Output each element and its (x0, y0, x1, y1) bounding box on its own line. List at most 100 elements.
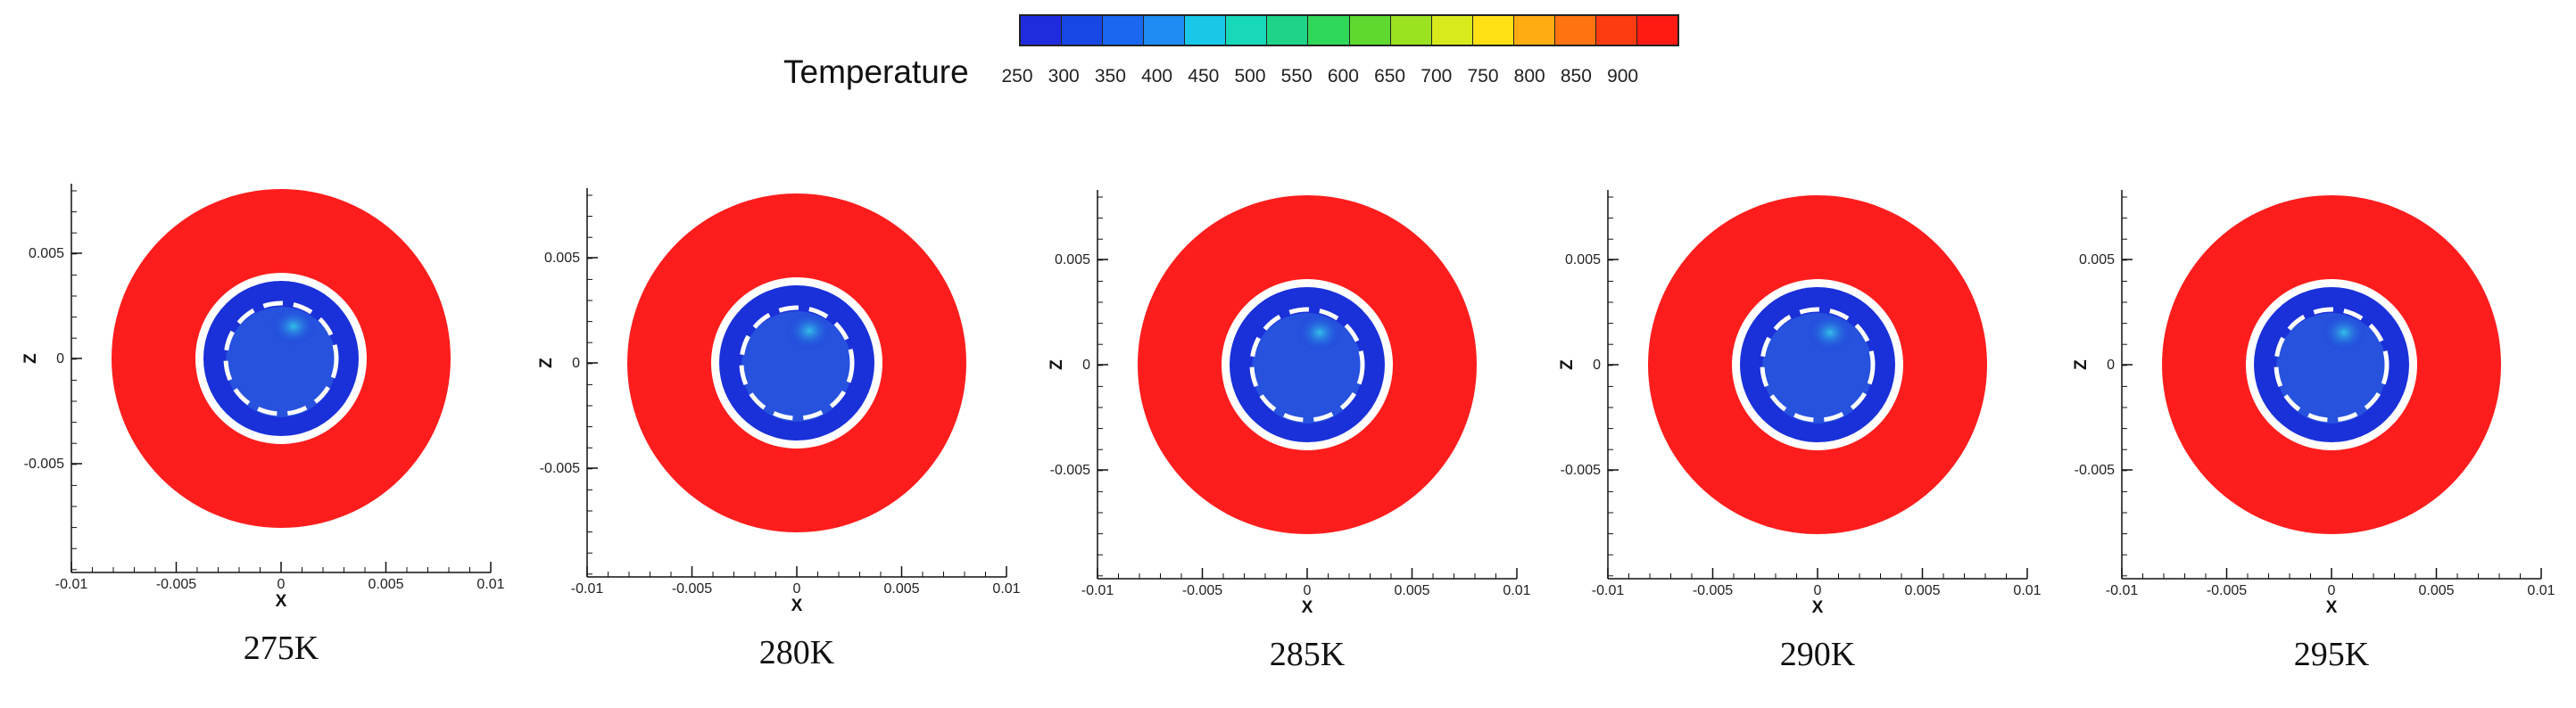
panel-caption: 290K (1779, 636, 1856, 673)
colorbar-segment (1308, 16, 1350, 45)
x-tick-label: 0.01 (476, 577, 504, 592)
panel-caption: 275K (243, 630, 319, 667)
contour-panel: -0.01 -0.005 0 0.005 0.01 0.005 0 -0.005 X Z 275K (21, 169, 505, 667)
colorbar-tick-label: 900 (1607, 66, 1639, 86)
contour-panel: -0.01 -0.005 0 0.005 0.01 0.005 0 -0.005 X Z 280K (537, 174, 1021, 671)
z-axis-title: Z (21, 353, 40, 364)
dashed-boundary (2274, 307, 2390, 423)
dashed-boundary (1249, 307, 1365, 423)
colorbar-segment (1103, 16, 1145, 45)
x-tick-label: 0.005 (883, 581, 919, 597)
x-tick-label: -0.005 (672, 581, 712, 597)
x-tick-label: -0.01 (571, 581, 604, 597)
x-tick-label: 0 (793, 581, 801, 597)
x-tick-label: 0.01 (2527, 583, 2555, 598)
colorbar-tick-label: 800 (1513, 66, 1545, 86)
z-tick-label: 0.005 (544, 251, 580, 266)
x-axis-title: X (276, 592, 287, 611)
contour-panel: -0.01 -0.005 0 0.005 0.01 0.005 0 -0.005 X Z 290K (1558, 176, 2042, 673)
x-tick-label: 0 (2328, 583, 2336, 598)
z-tick-label: 0.005 (1055, 252, 1090, 268)
z-tick-label: 0 (56, 351, 64, 366)
x-tick-label: 0.005 (2418, 583, 2454, 598)
colorbar-tick-label: 250 (1001, 66, 1033, 86)
x-axis-title: X (791, 597, 803, 615)
z-tick-label: 0 (572, 356, 580, 371)
colorbar-tick-label: 400 (1141, 66, 1173, 86)
z-axis-title: Z (1558, 359, 1577, 370)
x-tick-label: 0 (1304, 583, 1312, 598)
warm-spot (270, 307, 317, 346)
colorbar-tick-label: 600 (1327, 66, 1359, 86)
colorbar-segment (1021, 16, 1063, 45)
colorbar-segment (1267, 16, 1309, 45)
panel-caption: 280K (758, 634, 835, 671)
colorbar-tick-label: 500 (1234, 66, 1266, 86)
colorbar-segment (1226, 16, 1268, 45)
x-tick-label: -0.005 (1693, 583, 1733, 598)
panel-caption: 285K (1269, 636, 1346, 673)
x-tick-label: -0.01 (2106, 583, 2139, 598)
warm-spot (2321, 313, 2367, 352)
x-axis-title: X (1812, 598, 1824, 617)
contour-plot: -0.01 -0.005 0 0.005 0.01 0.005 0 -0.005 X Z (1048, 190, 1531, 617)
panel-caption: 295K (2293, 636, 2370, 673)
x-tick-label: 0.005 (1904, 583, 1940, 598)
colorbar-tick-labels: 250 300 350 400 450 500 550 600 650 700 750 800 850 9… (1001, 66, 1697, 93)
colorbar-segment (1144, 16, 1186, 45)
x-tick-label: 0 (1814, 583, 1822, 598)
x-axis-title: X (1302, 598, 1313, 617)
dashed-boundary (739, 305, 855, 421)
z-axis-title: Z (1048, 359, 1066, 370)
x-tick-label: -0.01 (1592, 583, 1625, 598)
colorbar-tick-label: 750 (1467, 66, 1499, 86)
x-tick-label: 0 (277, 577, 286, 592)
colorbar-segment (1636, 16, 1677, 45)
colorbar-segment (1472, 16, 1514, 45)
z-tick-label: 0 (1593, 358, 1601, 373)
contour-plot: -0.01 -0.005 0 0.005 0.01 0.005 0 -0.005 X Z (21, 184, 505, 611)
z-tick-label: -0.005 (24, 457, 64, 472)
colorbar-tick-label: 650 (1374, 66, 1406, 86)
colorbar-tick-label: 350 (1094, 66, 1126, 86)
legend-title: Temperature (783, 54, 969, 90)
temperature-colorbar (1019, 14, 1679, 46)
contour-panel: -0.01 -0.005 0 0.005 0.01 0.005 0 -0.005 X Z 295K (2072, 176, 2555, 673)
z-tick-label: -0.005 (540, 461, 580, 476)
x-tick-label: 0.01 (2013, 583, 2041, 598)
colorbar-segment (1185, 16, 1227, 45)
z-tick-label: -0.005 (1561, 463, 1601, 478)
x-tick-label: -0.01 (1081, 583, 1114, 598)
x-tick-label: 0.01 (1503, 583, 1530, 598)
x-tick-label: 0.005 (1394, 583, 1429, 598)
z-tick-label: 0.005 (1565, 252, 1601, 268)
dashed-boundary (1760, 307, 1876, 423)
z-tick-label: -0.005 (2075, 463, 2115, 478)
colorbar-segment (1390, 16, 1432, 45)
x-tick-label: 0.01 (992, 581, 1020, 597)
colorbar-tick-label: 450 (1188, 66, 1220, 86)
contour-plot: -0.01 -0.005 0 0.005 0.01 0.005 0 -0.005 X Z (2072, 190, 2555, 617)
colorbar-segment (1595, 16, 1637, 45)
z-tick-label: 0 (2107, 358, 2115, 373)
contour-panel: -0.01 -0.005 0 0.005 0.01 0.005 0 -0.005 X Z 285K (1048, 176, 1531, 673)
x-tick-label: -0.005 (2207, 583, 2247, 598)
z-axis-title: Z (2072, 359, 2091, 370)
x-tick-label: -0.005 (1182, 583, 1222, 598)
x-axis-title: X (2326, 598, 2338, 617)
x-tick-label: -0.01 (55, 577, 88, 592)
x-tick-label: -0.005 (156, 577, 196, 592)
contour-plot: -0.01 -0.005 0 0.005 0.01 0.005 0 -0.005 X Z (1558, 190, 2042, 617)
colorbar-segment (1349, 16, 1391, 45)
warm-spot (1296, 313, 1343, 352)
z-tick-label: 0.005 (2079, 252, 2115, 268)
z-axis-title: Z (537, 358, 556, 368)
colorbar-tick-label: 700 (1421, 66, 1453, 86)
z-tick-label: 0 (1082, 358, 1090, 373)
colorbar-tick-label: 550 (1280, 66, 1313, 86)
z-tick-label: -0.005 (1050, 463, 1090, 478)
z-tick-label: 0.005 (29, 246, 64, 261)
colorbar-tick-label: 300 (1048, 66, 1080, 86)
dashed-boundary (223, 300, 339, 416)
x-tick-label: 0.005 (368, 577, 403, 592)
